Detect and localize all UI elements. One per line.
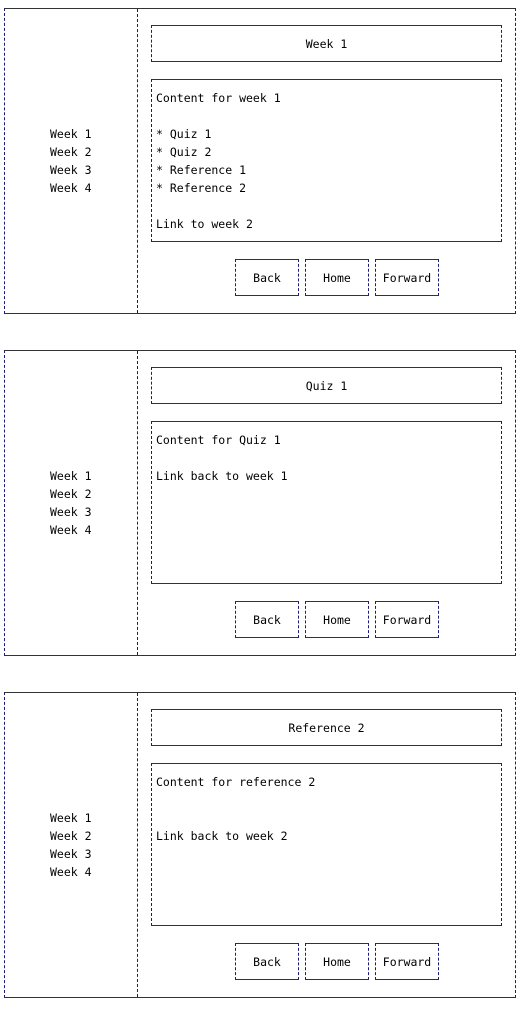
sidebar: Week 1 Week 2 Week 3 Week 4 [5, 693, 138, 997]
nav-item-week-1[interactable]: Week 1 [50, 469, 92, 483]
page-title: Week 1 [151, 25, 502, 62]
home-button[interactable]: Home [305, 943, 369, 980]
nav-item-week-4[interactable]: Week 4 [50, 865, 92, 879]
blank-line [156, 197, 501, 215]
link-quiz-1[interactable]: * Quiz 1 [156, 127, 212, 141]
wireframe-reference-2: Week 1 Week 2 Week 3 Week 4 Reference 2 … [4, 692, 516, 998]
link-week-2[interactable]: Link to week 2 [156, 217, 253, 231]
blank-line [156, 791, 501, 809]
forward-button[interactable]: Forward [375, 259, 439, 296]
content-heading: Content for reference 2 [156, 775, 316, 789]
link-reference-1[interactable]: * Reference 1 [156, 163, 247, 177]
content-panel: Content for Quiz 1 Link back to week 1 [151, 421, 502, 584]
nav-list: Week 1 Week 2 Week 3 Week 4 [50, 467, 92, 539]
back-button[interactable]: Back [235, 259, 299, 296]
content-heading: Content for week 1 [156, 91, 281, 105]
nav-item-week-1[interactable]: Week 1 [50, 127, 92, 141]
back-button[interactable]: Back [235, 943, 299, 980]
link-reference-2[interactable]: * Reference 2 [156, 181, 247, 195]
nav-item-week-4[interactable]: Week 4 [50, 523, 92, 537]
sidebar: Week 1 Week 2 Week 3 Week 4 [5, 9, 138, 313]
nav-list: Week 1 Week 2 Week 3 Week 4 [50, 809, 92, 881]
wireframe-week-1: Week 1 Week 2 Week 3 Week 4 Week 1 Conte… [4, 8, 516, 314]
nav-item-week-3[interactable]: Week 3 [50, 505, 92, 519]
nav-item-week-2[interactable]: Week 2 [50, 829, 92, 843]
forward-button[interactable]: Forward [375, 601, 439, 638]
nav-item-week-4[interactable]: Week 4 [50, 181, 92, 195]
sidebar: Week 1 Week 2 Week 3 Week 4 [5, 351, 138, 655]
nav-item-week-2[interactable]: Week 2 [50, 487, 92, 501]
nav-item-week-1[interactable]: Week 1 [50, 811, 92, 825]
home-button[interactable]: Home [305, 259, 369, 296]
nav-item-week-3[interactable]: Week 3 [50, 847, 92, 861]
link-back-to-week-1[interactable]: Link back to week 1 [156, 469, 288, 483]
content-panel: Content for reference 2 Link back to wee… [151, 763, 502, 926]
blank-line [156, 107, 501, 125]
blank-line [156, 449, 501, 467]
nav-list: Week 1 Week 2 Week 3 Week 4 [50, 125, 92, 197]
nav-item-week-3[interactable]: Week 3 [50, 163, 92, 177]
page-title: Reference 2 [151, 709, 502, 746]
link-quiz-2[interactable]: * Quiz 2 [156, 145, 212, 159]
link-back-to-week-2[interactable]: Link back to week 2 [156, 829, 288, 843]
nav-item-week-2[interactable]: Week 2 [50, 145, 92, 159]
content-heading: Content for Quiz 1 [156, 433, 281, 447]
content-panel: Content for week 1 * Quiz 1 * Quiz 2 * R… [151, 79, 502, 242]
back-button[interactable]: Back [235, 601, 299, 638]
home-button[interactable]: Home [305, 601, 369, 638]
page-title: Quiz 1 [151, 367, 502, 404]
wireframe-quiz-1: Week 1 Week 2 Week 3 Week 4 Quiz 1 Conte… [4, 350, 516, 656]
blank-line [156, 809, 501, 827]
forward-button[interactable]: Forward [375, 943, 439, 980]
